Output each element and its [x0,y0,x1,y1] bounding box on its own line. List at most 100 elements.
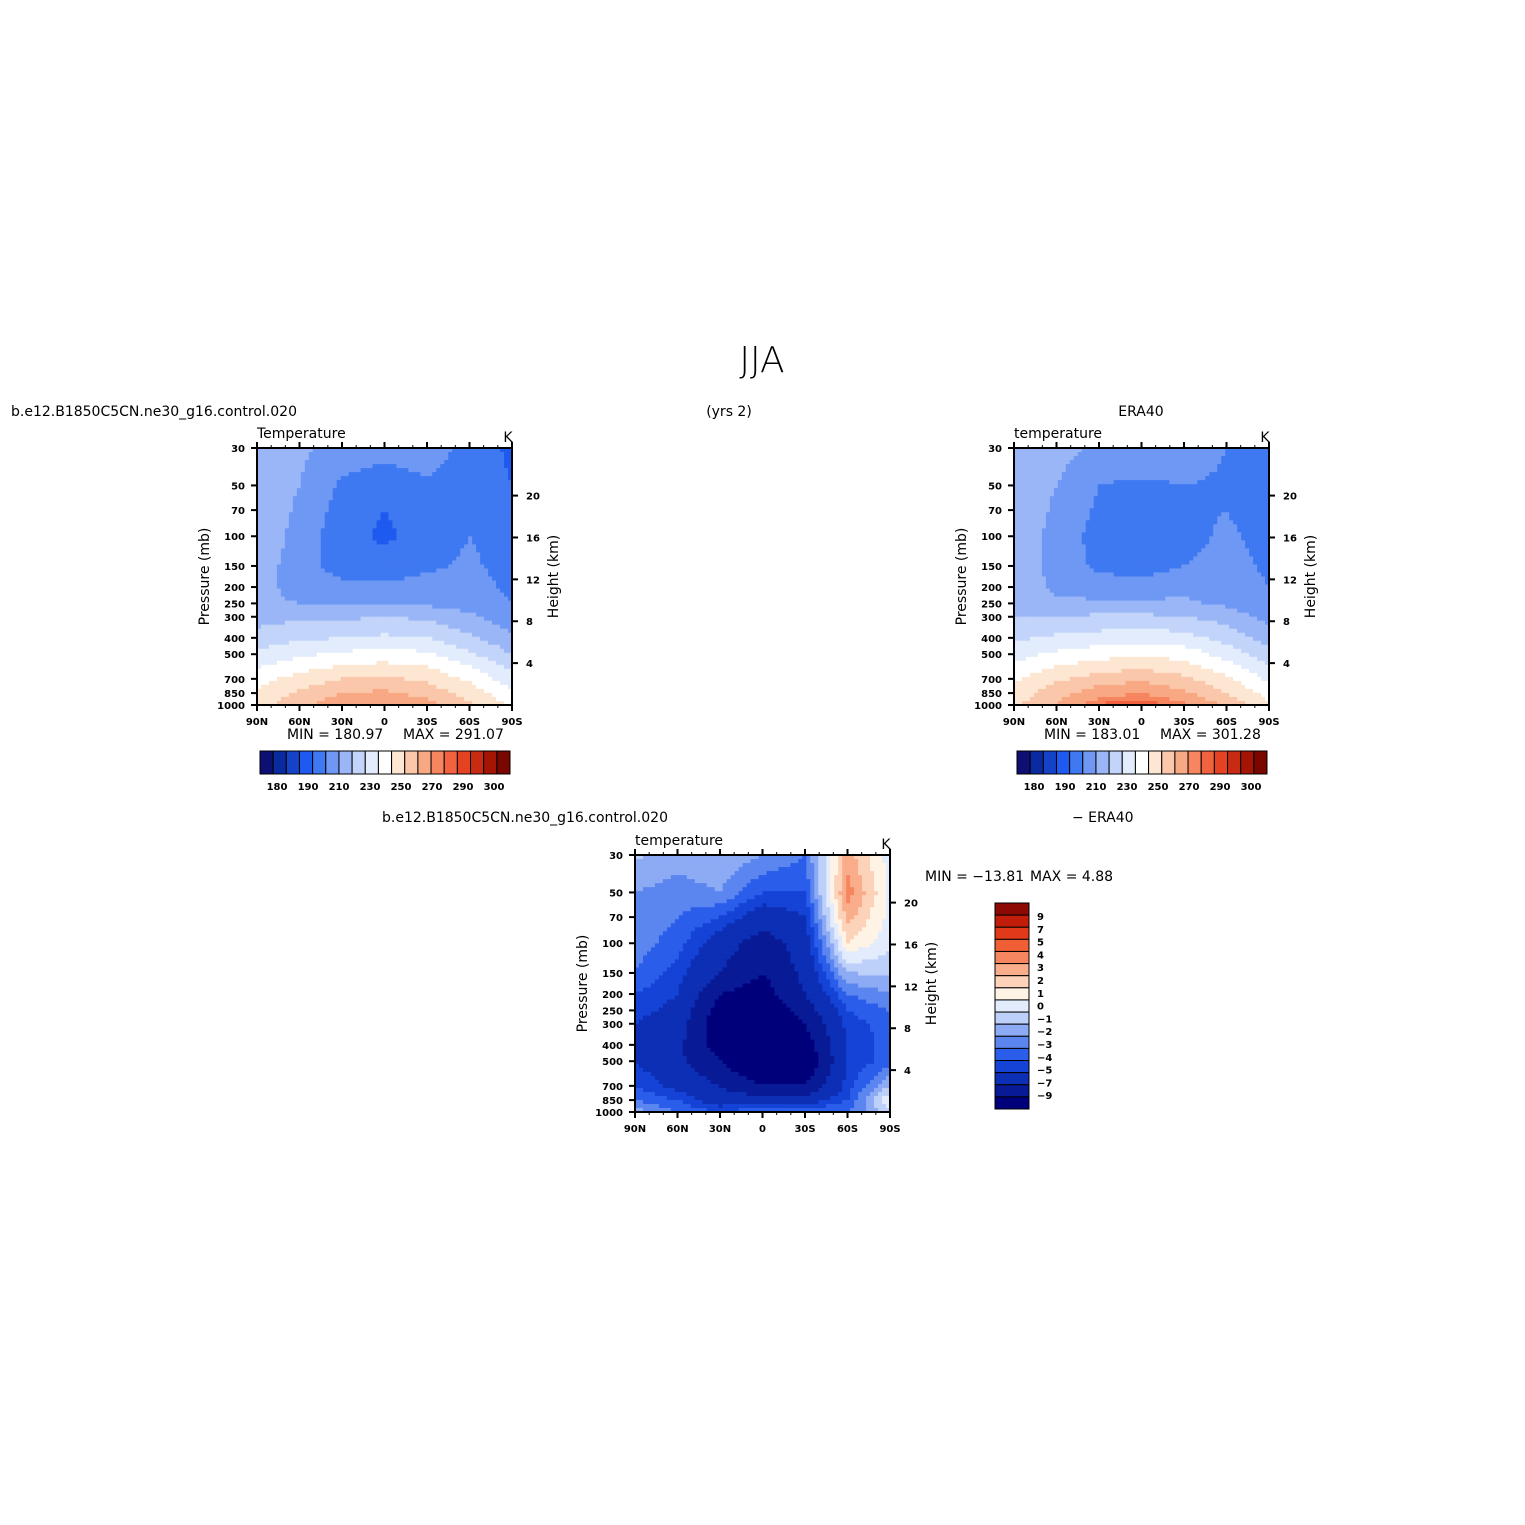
field-cell [488,560,493,566]
field-cell [468,492,473,497]
field-cell [260,580,266,586]
field-cell [328,692,334,698]
field-cell [1021,648,1027,654]
field-cell [448,560,453,566]
field-cell [352,700,358,706]
field-cell [1025,572,1031,578]
field-cell [352,612,358,618]
field-cell [296,516,302,521]
field-cell [372,468,378,473]
field-cell [500,492,505,497]
field-cell [1049,652,1055,658]
field-cell [380,672,386,678]
field-cell [300,472,306,477]
field-cell [257,448,262,453]
field-cell [368,488,374,493]
field-cell [428,688,433,694]
field-cell [276,476,282,481]
field-cell [1049,632,1055,638]
field-cell [500,448,505,453]
field-cell [496,572,501,578]
field-cell [320,556,326,562]
field-cell [304,672,310,678]
field-cell [420,456,425,461]
field-cell [416,672,421,678]
field-cell [488,484,493,489]
field-cell [360,452,366,457]
field-cell [500,648,505,654]
field-cell [296,488,302,493]
field-cell [412,572,417,578]
field-cell [484,632,489,638]
field-cell [440,548,445,554]
field-cell [360,656,366,662]
field-cell [312,560,318,566]
field-cell [1053,572,1059,578]
field-cell [320,616,326,622]
field-cell [260,684,266,690]
field-cell [360,520,366,525]
field-cell [324,556,330,562]
field-cell [480,456,485,461]
field-cell [476,456,481,461]
field-cell [416,556,421,562]
field-cell [1045,612,1051,618]
field-cell [1017,668,1023,674]
field-cell [460,460,465,465]
field-cell [448,488,453,493]
field-cell [384,596,390,602]
field-cell [344,664,350,670]
field-cell [284,664,290,670]
field-cell [304,664,310,670]
field-cell [460,628,465,634]
field-cell [416,668,421,674]
field-cell [300,612,306,618]
field-cell [1033,596,1039,602]
field-cell [1053,616,1059,622]
field-cell [440,700,445,706]
field-cell [460,604,465,610]
field-cell [308,588,314,594]
field-cell [1045,568,1051,574]
field-cell [436,644,441,650]
field-cell [324,624,330,630]
field-cell [316,544,322,549]
field-cell [272,596,278,602]
field-cell [328,464,334,469]
field-cell [284,552,290,558]
field-cell [1057,536,1063,541]
field-cell [400,528,406,533]
field-cell [1033,552,1039,558]
field-cell [312,468,318,473]
field-cell [264,532,270,537]
field-cell [496,592,501,598]
field-cell [1033,636,1039,642]
field-cell [500,584,505,590]
field-cell [320,664,326,670]
field-cell [348,564,354,570]
field-cell [492,472,497,477]
field-cell [328,612,334,618]
contour-field [257,448,513,706]
field-cell [360,524,366,529]
field-cell [452,572,457,578]
field-cell [328,448,334,453]
field-cell [396,516,402,521]
field-cell [257,512,262,517]
field-cell [496,532,501,537]
field-cell [1049,668,1055,674]
field-cell [304,620,310,626]
field-cell [368,464,374,469]
field-cell [444,656,449,662]
field-cell [408,664,413,670]
field-cell [324,564,330,570]
field-cell [1037,608,1043,614]
field-cell [424,584,429,590]
field-cell [1041,592,1047,598]
field-cell [460,664,465,670]
field-cell [496,548,501,554]
field-cell [300,696,306,702]
field-cell [452,560,457,566]
field-cell [428,628,433,634]
field-cell [336,548,342,554]
